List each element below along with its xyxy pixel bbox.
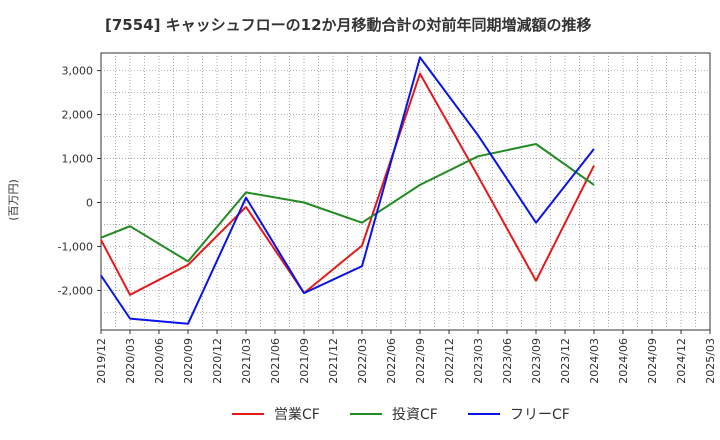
legend-item: 投資CF [350, 402, 438, 426]
series-line-投資CF [100, 143, 595, 263]
legend-item: 営業CF [232, 402, 320, 426]
x-tick-label: 2021/06 [269, 338, 282, 384]
x-tick-label: 2019/12 [95, 338, 108, 384]
x-tick-label: 2022/06 [385, 338, 398, 384]
x-tick-label: 2021/12 [327, 338, 340, 384]
x-tick-label: 2022/09 [414, 338, 427, 384]
legend-label: 投資CF [392, 407, 438, 423]
x-tick-label: 2020/09 [182, 338, 195, 384]
x-tick-label: 2020/06 [153, 338, 166, 384]
x-tick-label: 2023/09 [530, 338, 543, 384]
y-tick-label: 1,000 [62, 153, 94, 166]
x-tick-label: 2025/03 [704, 338, 717, 384]
x-tick-label: 2024/06 [617, 338, 630, 384]
legend-swatch [350, 413, 382, 415]
y-tick-label: -1,000 [58, 240, 93, 253]
x-tick-label: 2020/12 [211, 338, 224, 384]
y-tick-label: 2,000 [62, 109, 94, 122]
y-axis-label: (百万円) [7, 179, 20, 221]
x-tick-label: 2024/12 [675, 338, 688, 384]
legend-label: 営業CF [274, 407, 320, 423]
chart-title: [7554] キャッシュフローの12か月移動合計の対前年同期増減額の推移 [105, 16, 592, 34]
y-tick-label: -2,000 [58, 284, 93, 297]
legend-item: フリーCF [468, 402, 570, 426]
x-tick-label: 2022/12 [443, 338, 456, 384]
gridlines [101, 53, 710, 330]
legend-swatch [468, 413, 500, 415]
y-tick-label: 3,000 [62, 65, 94, 78]
y-tick-label: 0 [86, 196, 93, 209]
legend-swatch [232, 413, 264, 415]
x-tick-label: 2023/06 [501, 338, 514, 384]
y-axis-ticks: 3,000 2,000 1,000 0 -1,000 -2,000 [58, 65, 101, 297]
x-tick-label: 2021/09 [298, 338, 311, 384]
x-tick-label: 2021/03 [240, 338, 253, 384]
x-axis-ticks: 2019/12 2020/03 2020/06 2020/09 2020/12 2021/… [95, 330, 717, 384]
series-line-営業CF [100, 72, 595, 296]
legend: 営業CF 投資CF フリーCF [0, 402, 720, 426]
legend-label: フリーCF [510, 407, 570, 423]
series-line-フリーCF [100, 56, 595, 325]
x-tick-label: 2023/12 [559, 338, 572, 384]
x-tick-label: 2024/09 [646, 338, 659, 384]
x-tick-label: 2022/03 [356, 338, 369, 384]
series-lines [100, 56, 595, 325]
x-tick-label: 2020/03 [124, 338, 137, 384]
x-tick-label: 2023/03 [472, 338, 485, 384]
x-tick-label: 2024/03 [588, 338, 601, 384]
